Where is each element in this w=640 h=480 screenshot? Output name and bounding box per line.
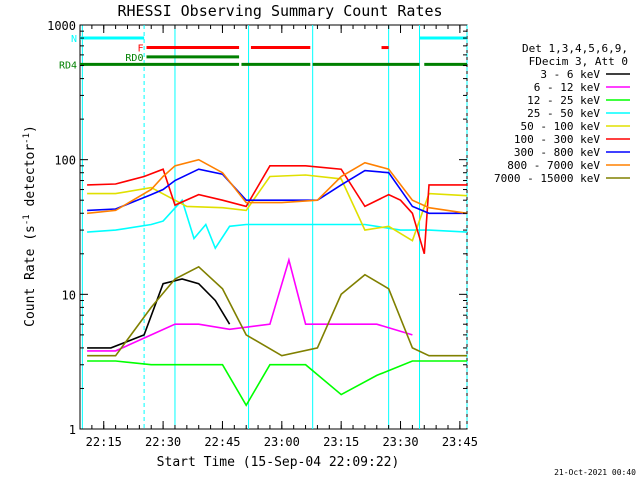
series-line-6: [87, 168, 467, 215]
y-axis: 1 10 100 1000: [47, 19, 467, 437]
legend-label: 800 - 7000 keV: [507, 159, 600, 172]
state-bar-label-rd0: RD0: [125, 53, 143, 64]
series-line-5: [87, 165, 467, 255]
state-bar-label-f: F: [137, 44, 143, 55]
x-tick-label: 23:15: [323, 435, 359, 449]
y-label-part-3: ): [23, 125, 38, 133]
legend-label: 300 - 800 keV: [514, 146, 600, 159]
x-axis-label: Start Time (15-Sep-04 22:09:22): [157, 455, 400, 470]
plot-frame: [79, 24, 468, 430]
legend-label: 7000 - 15000 keV: [494, 172, 600, 185]
y-label-part-1: Count Rate (s: [23, 225, 38, 327]
series-line-8: [87, 265, 467, 357]
footer-date: 21-Oct-2021 00:40: [554, 468, 636, 477]
y-label-part-2: detector: [23, 144, 38, 215]
x-axis: 22:15 22:30 22:45 23:00 23:15 23:30 23:45: [86, 25, 478, 449]
y-tick-label: 1: [69, 423, 76, 437]
legend-label: 100 - 300 keV: [514, 133, 600, 146]
legend-label: 12 - 25 keV: [527, 94, 600, 107]
series-group: [87, 158, 468, 407]
legend-label: 50 - 100 keV: [521, 120, 601, 133]
y-axis-label: Count Rate (s-1 detector-1): [22, 125, 38, 327]
legend-header-2: FDecim 3, Att 0: [529, 55, 628, 68]
state-bar-label-rd4: RD4: [59, 60, 77, 71]
y-tick-label: 10: [62, 288, 76, 302]
legend-label: 3 - 6 keV: [540, 68, 600, 81]
y-tick-label: 100: [54, 154, 76, 168]
state-bar-label-n: N: [71, 34, 77, 45]
legend-label: 6 - 12 keV: [534, 81, 601, 94]
x-tick-label: 23:45: [442, 435, 478, 449]
x-tick-label: 22:45: [204, 435, 240, 449]
y-tick-label: 1000: [47, 19, 76, 33]
series-line-2: [87, 360, 467, 407]
series-line-7: [87, 158, 468, 215]
legend-header-1: Det 1,3,4,5,6,9,: [522, 42, 628, 55]
y-label-exp-1: -1: [22, 214, 32, 225]
series-line-4: [87, 174, 468, 242]
x-tick-label: 23:30: [382, 435, 418, 449]
x-tick-label: 22:15: [86, 435, 122, 449]
x-tick-label: 23:00: [264, 435, 300, 449]
series-line-1: [87, 257, 413, 352]
legend: Det 1,3,4,5,6,9, FDecim 3, Att 0 3 - 6 k…: [494, 42, 630, 185]
y-label-exp-2: -1: [22, 133, 32, 144]
legend-label: 25 - 50 keV: [527, 107, 600, 120]
chart-title: RHESSI Observing Summary Count Rates: [117, 2, 442, 20]
x-tick-label: 22:30: [145, 435, 181, 449]
